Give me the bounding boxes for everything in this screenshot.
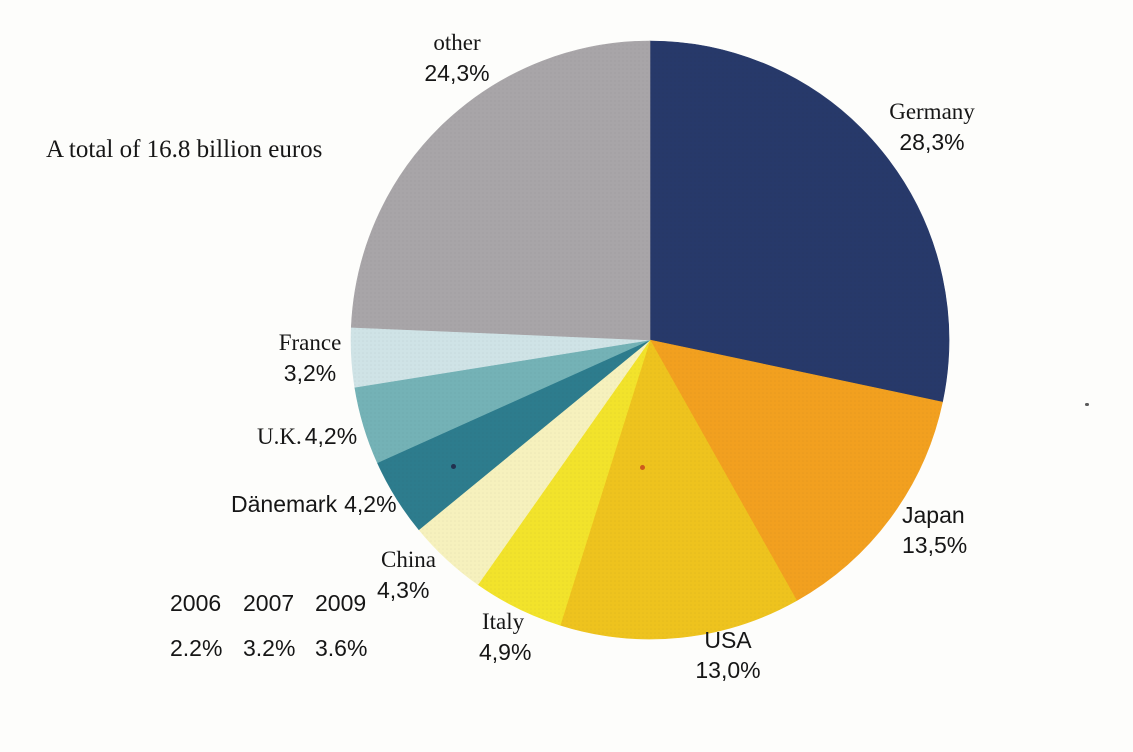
slice-label-usa-pct: 13,0% [695, 657, 761, 684]
slice-label-daenemark: Dänemark 4,2% [231, 489, 397, 519]
slice-label-other-name: other [433, 30, 481, 55]
slice-label-germany-name: Germany [889, 99, 975, 124]
slice-label-uk: U.K. 4,2% [257, 421, 357, 452]
slice-label-japan: Japan 13,5% [902, 500, 967, 561]
print-halftone-overlay [351, 41, 949, 639]
slice-label-uk-name: U.K. [257, 424, 302, 449]
annotation-value: 3.6% [315, 635, 368, 661]
annotation-table: 2006 2007 2009 2.2% 3.2% 3.6% [170, 590, 387, 661]
slice-label-other-pct: 24,3% [424, 60, 490, 87]
slice-label-usa-name: USA [704, 627, 752, 653]
slice-label-italy-pct: 4,9% [479, 639, 532, 666]
slice-label-other: other 24,3% [418, 28, 496, 89]
slice-label-france-pct: 3,2% [283, 360, 337, 387]
slice-label-daenemark-name: Dänemark [231, 491, 338, 517]
slice-label-france-name: France [278, 330, 342, 355]
slice-label-italy-name: Italy [482, 609, 525, 634]
slice-label-usa: USA 13,0% [690, 625, 766, 686]
slice-label-germany-pct: 28,3% [899, 129, 965, 156]
slice-label-japan-name: Japan [902, 502, 965, 528]
annotation-year: 2007 [243, 590, 295, 616]
scan-artifact-dot [1085, 403, 1089, 406]
slice-label-germany: Germany 28,3% [876, 97, 988, 158]
slice-label-japan-pct: 13,5% [902, 532, 968, 559]
pie-chart [350, 40, 950, 640]
slice-label-italy: Italy 4,9% [479, 607, 531, 668]
slice-label-china: China 4,3% [377, 545, 436, 606]
annotation-year: 2009 [315, 590, 367, 616]
slice-label-daenemark-pct: 4,2% [344, 491, 397, 517]
slice-label-france: France 3,2% [262, 328, 358, 389]
pie-chart-svg [350, 40, 950, 640]
scan-artifact-dot [640, 465, 645, 470]
annotation-value: 2.2% [170, 635, 223, 661]
slice-label-china-name: China [381, 547, 436, 572]
annotation-year: 2006 [170, 590, 222, 616]
chart-title: A total of 16.8 billion euros [46, 136, 323, 163]
slice-label-uk-pct: 4,2% [304, 423, 358, 449]
scan-artifact-dot [451, 464, 456, 469]
slice-label-china-pct: 4,3% [377, 577, 430, 604]
annotation-value: 3.2% [243, 635, 296, 661]
